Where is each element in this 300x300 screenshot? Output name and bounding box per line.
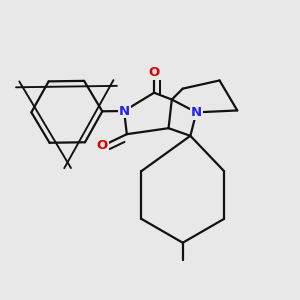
Text: O: O bbox=[97, 140, 108, 152]
Text: N: N bbox=[118, 104, 130, 118]
Text: O: O bbox=[148, 66, 160, 79]
Text: N: N bbox=[191, 106, 202, 119]
